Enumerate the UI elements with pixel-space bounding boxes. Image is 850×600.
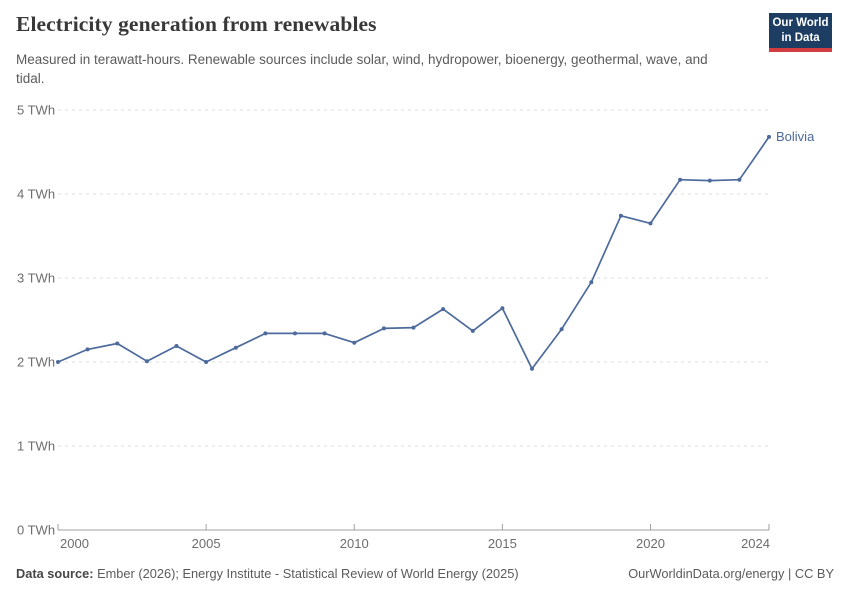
data-point[interactable] [381, 326, 386, 331]
data-point[interactable] [204, 360, 209, 364]
chart-footer: Data source: Ember (2026); Energy Instit… [16, 566, 834, 581]
data-point[interactable] [618, 213, 623, 218]
data-source: Data source: Ember (2026); Energy Instit… [16, 566, 519, 581]
data-point[interactable] [767, 134, 771, 139]
y-axis-tick-label: 5 TWh [17, 103, 55, 118]
series-label-bolivia[interactable]: Bolivia [776, 129, 815, 144]
data-point[interactable] [115, 341, 120, 346]
x-axis-tick-label: 2020 [636, 536, 665, 551]
owid-logo-line1: Our World [772, 17, 829, 30]
data-point[interactable] [322, 331, 327, 336]
owid-logo-line2: in Data [781, 31, 820, 44]
data-point[interactable] [707, 178, 712, 183]
data-point[interactable] [530, 366, 534, 371]
data-point[interactable] [263, 331, 268, 336]
page-title: Electricity generation from renewables [16, 12, 377, 36]
x-axis-tick-label: 2015 [488, 536, 517, 551]
series-line-bolivia[interactable] [57, 136, 770, 370]
data-point[interactable] [56, 360, 60, 364]
y-axis-tick-label: 2 TWh [17, 355, 55, 370]
data-point[interactable] [678, 177, 683, 182]
x-axis-tick-label: 2024 [741, 536, 770, 551]
y-axis-tick-label: 0 TWh [17, 523, 55, 538]
data-point[interactable] [441, 307, 446, 312]
y-axis-tick-label: 4 TWh [17, 187, 55, 202]
x-axis-tick-label: 2010 [340, 536, 369, 551]
data-point[interactable] [589, 280, 594, 285]
data-point[interactable] [233, 345, 238, 350]
line-chart[interactable]: 0 TWh 1 TWh 2 TWh 3 TWh 4 TWh 5 TWh 2000 2005 20… [0, 90, 850, 560]
chart-subtitle: Measured in terawatt-hours. Renewable so… [16, 52, 708, 87]
owid-attribution-link[interactable]: OurWorldinData.org/energy | CC BY [628, 566, 834, 581]
data-source-label: Data source: [16, 566, 94, 581]
data-point[interactable] [411, 325, 416, 330]
data-point[interactable] [293, 331, 297, 336]
data-point[interactable] [648, 221, 653, 226]
data-point[interactable] [559, 327, 564, 332]
data-point[interactable] [500, 306, 505, 311]
data-point[interactable] [144, 359, 149, 364]
y-axis-tick-label: 3 TWh [17, 271, 55, 286]
data-point[interactable] [470, 328, 475, 333]
x-axis-tick-label: 2005 [192, 536, 221, 551]
data-point[interactable] [174, 344, 179, 348]
data-source-text: Ember (2026); Energy Institute - Statist… [97, 566, 519, 581]
data-point[interactable] [85, 347, 90, 352]
data-point[interactable] [352, 340, 357, 345]
x-axis-tick-label: 2000 [60, 536, 89, 551]
data-point[interactable] [737, 177, 742, 182]
y-axis-tick-label: 1 TWh [17, 439, 55, 454]
owid-logo[interactable]: Our World in Data [769, 13, 832, 52]
